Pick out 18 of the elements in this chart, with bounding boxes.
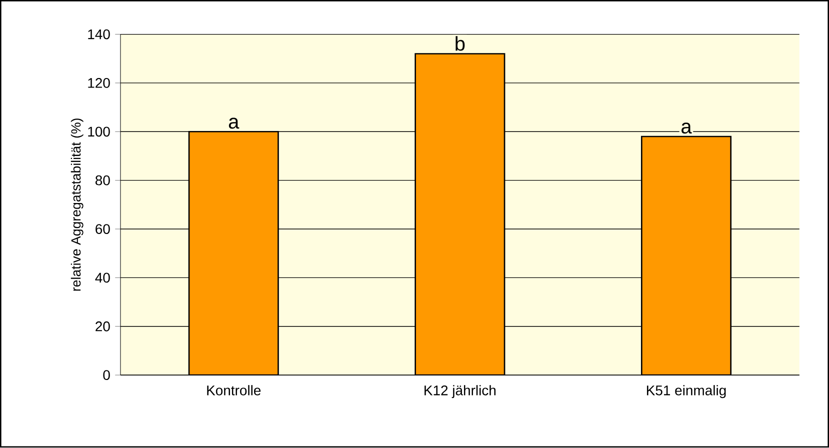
bar [640, 136, 732, 376]
y-tick-label: 20 [96, 322, 110, 332]
y-tick-label: 100 [88, 126, 110, 137]
y-tick-label: 0 [103, 370, 110, 380]
x-tick-label: K12 jährlich [424, 385, 496, 398]
y-axis-title: relative Aggregatstabilität (%) [70, 118, 84, 291]
annotation: a [682, 122, 692, 134]
y-tick-label: 40 [95, 272, 110, 283]
y-tick-label: 60 [96, 224, 110, 234]
annotation: a [228, 118, 240, 129]
y-tick-label: 120 [88, 78, 110, 88]
x-tick-label: Kontrolle [207, 385, 261, 396]
y-tick-label: 140 [88, 30, 110, 40]
x-tick-label: K51 einmalig [646, 385, 726, 398]
bar [414, 53, 506, 376]
bar [188, 131, 279, 376]
y-tick-label: 80 [96, 176, 110, 186]
annotation: b [456, 36, 465, 51]
